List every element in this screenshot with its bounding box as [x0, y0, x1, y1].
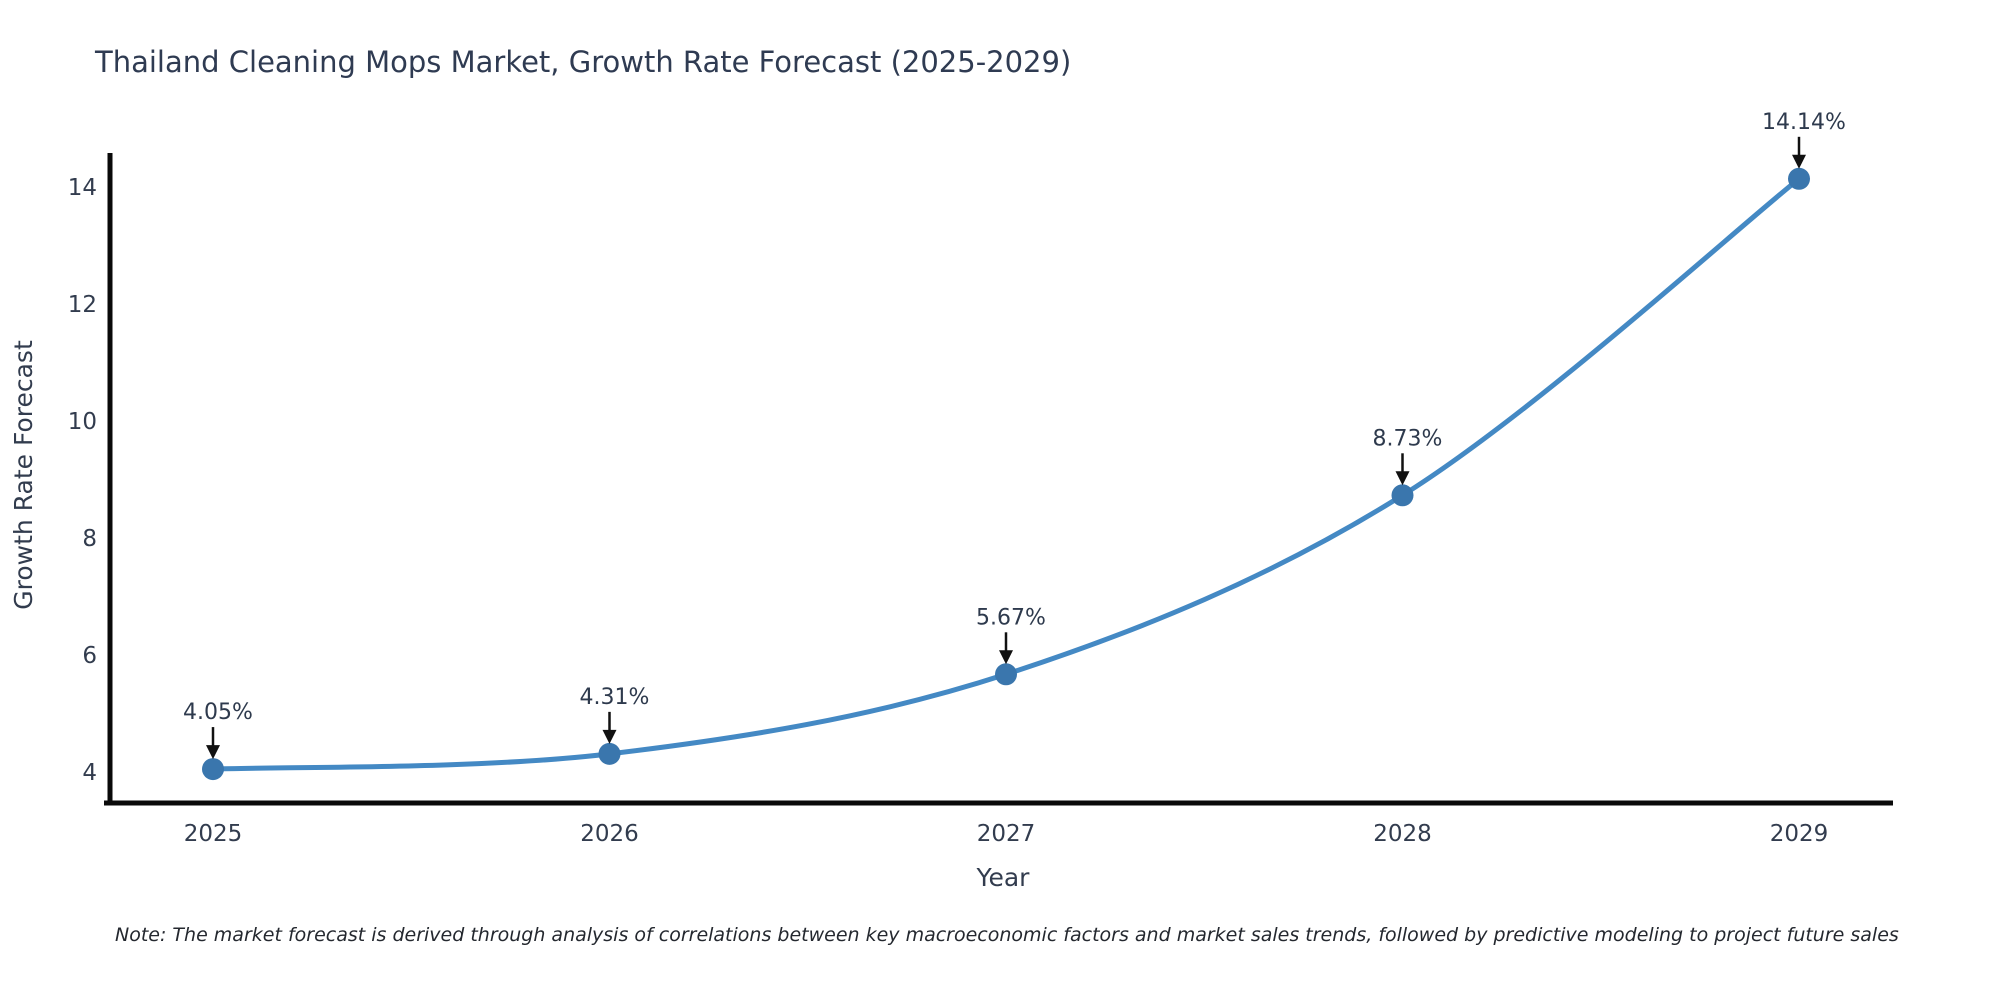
y-tick-label: 6: [82, 643, 97, 669]
point-value-label: 4.31%: [580, 685, 650, 710]
x-tick-label: 2029: [1770, 821, 1829, 847]
annotation-arrow-head: [1395, 471, 1410, 486]
point-value-label: 5.67%: [976, 605, 1046, 630]
series-markers-group: [202, 167, 1810, 781]
x-tick-label: 2027: [977, 821, 1036, 847]
chart-title: Thailand Cleaning Mops Market, Growth Ra…: [94, 45, 1071, 79]
annotation-arrow-head: [999, 650, 1013, 665]
footnote: Note: The market forecast is derived thr…: [115, 924, 1899, 946]
y-axis-ticks: 4 6 8 10 12 14: [68, 175, 97, 786]
point-value-label: 14.14%: [1762, 110, 1846, 135]
x-axis-ticks: 2025 2026 2027 2028 2029: [184, 821, 1829, 847]
y-tick-label: 10: [68, 409, 97, 435]
x-axis-label: Year: [976, 863, 1031, 892]
annotation-arrow-head: [1792, 154, 1806, 169]
x-tick-label: 2025: [184, 821, 243, 847]
y-axis-label: Growth Rate Forecast: [9, 340, 38, 610]
data-point-marker: [995, 663, 1017, 686]
y-tick-label: 12: [68, 292, 97, 318]
annotation-arrow-head: [602, 729, 617, 744]
data-point-marker: [598, 742, 621, 765]
data-point-marker: [1788, 167, 1810, 190]
annotation-arrow-head: [206, 745, 220, 760]
y-tick-label: 4: [82, 760, 97, 786]
y-tick-label: 14: [68, 175, 97, 201]
x-tick-label: 2028: [1373, 821, 1432, 847]
point-value-label: 4.05%: [183, 700, 253, 725]
data-point-marker: [1391, 484, 1414, 507]
data-point-marker: [202, 758, 224, 781]
x-tick-label: 2026: [580, 821, 639, 847]
y-tick-label: 8: [82, 526, 97, 552]
point-annotations-group: 4.05% 4.31% 5.67% 8.73% 14.14%: [183, 110, 1846, 760]
point-value-label: 8.73%: [1373, 426, 1443, 451]
